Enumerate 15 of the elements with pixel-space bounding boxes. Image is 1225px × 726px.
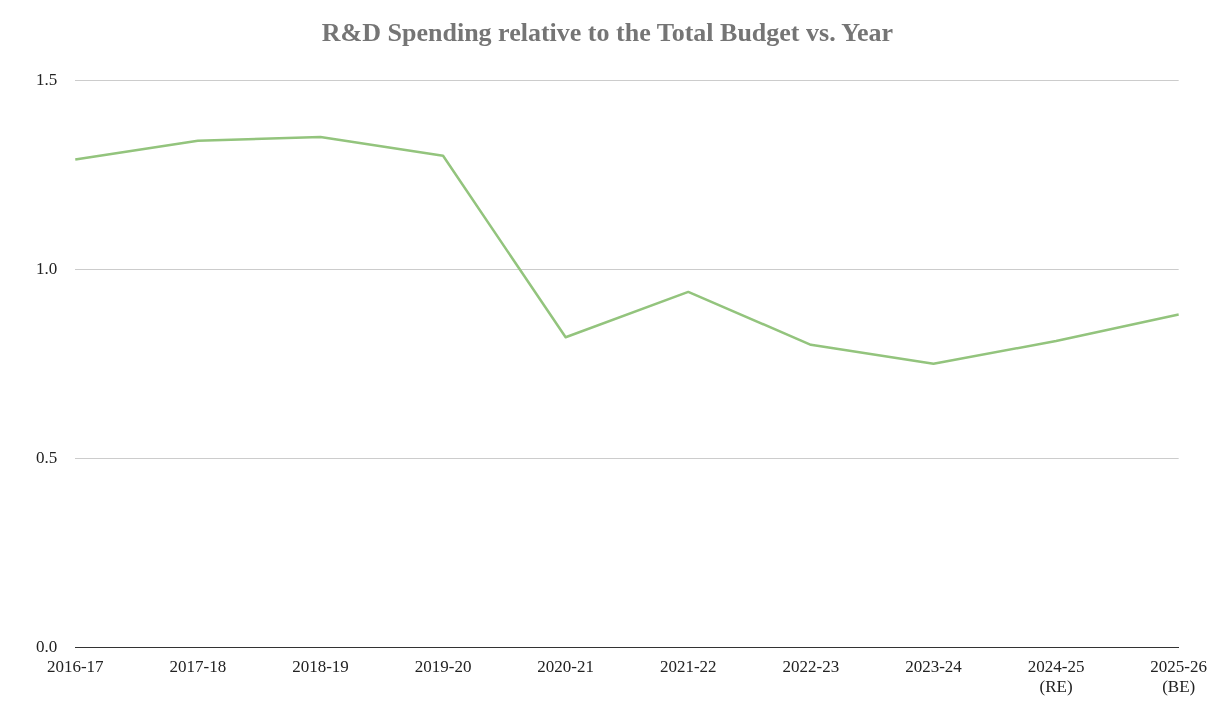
x-tick-label: 2022-23 — [782, 656, 840, 676]
y-tick-label: 1.5 — [36, 69, 58, 89]
x-tick-label: 2016-17 — [46, 656, 105, 676]
x-tick-label: 2018-19 — [292, 656, 349, 676]
x-tick-label: 2017-18 — [169, 656, 227, 676]
x-tick-label: 2020-21 — [537, 656, 594, 676]
x-tick-label: 2024-25 (RE) — [1027, 656, 1085, 697]
x-tick-label: 2025-26 (BE) — [1150, 656, 1208, 697]
x-tick-label: 2023-24 — [905, 656, 963, 676]
x-tick-label: 2019-20 — [414, 656, 472, 676]
y-tick-label: 1.0 — [36, 258, 58, 278]
chart-title: R&D Spending relative to the Total Budget vs. Year — [321, 18, 894, 48]
y-tick-label: 0.5 — [36, 447, 58, 467]
y-tick-label: 0.0 — [36, 636, 58, 656]
x-tick-label: 2021-22 — [659, 656, 717, 676]
